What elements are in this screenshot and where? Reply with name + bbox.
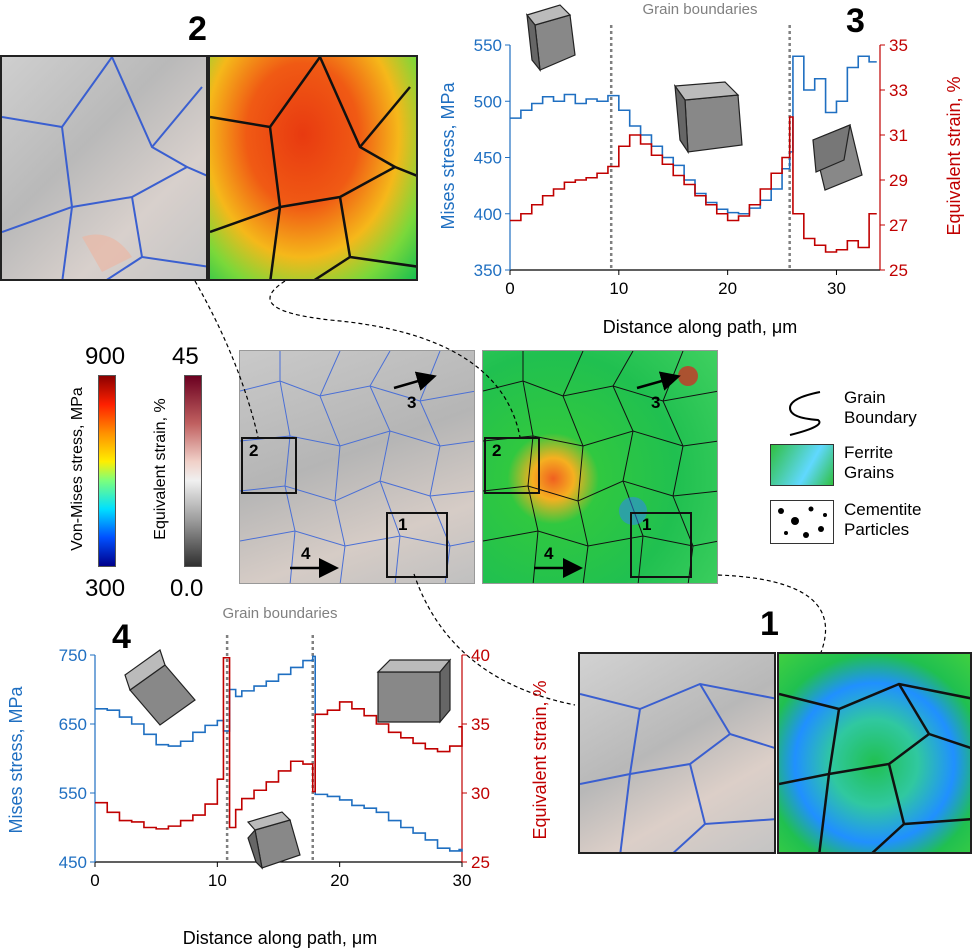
x-tick-label: 0: [90, 871, 99, 890]
map-region-box-2: [241, 437, 297, 494]
y2-tick-label: 40: [471, 646, 490, 665]
chart-3-label: 3: [846, 2, 865, 40]
cementite-legend-icon: [770, 500, 834, 544]
y2-tick-label: 27: [889, 216, 908, 235]
crystal-orientation-cube: [812, 124, 863, 191]
chart-4-label: 4: [112, 618, 131, 656]
chart-4-ylabel: Mises stress, MPa: [6, 686, 26, 834]
x-tick-label: 0: [505, 279, 514, 298]
y2-tick-label: 29: [889, 171, 908, 190]
y-tick-label: 500: [474, 92, 502, 111]
inset-1-strain-image: [777, 652, 972, 854]
map-region-box-2b: [484, 437, 540, 494]
grain-boundary-legend-icon: [788, 391, 821, 436]
strain-colorbar-max: 45: [172, 343, 199, 370]
chart-3: Grain boundaries 0 10 20 30 350 400 450 500 550 2…: [438, 1, 964, 337]
y-tick-label: 450: [59, 853, 87, 872]
crystal-orientation-cube: [673, 81, 743, 155]
y-tick-label: 750: [59, 646, 87, 665]
stress-series-line: [95, 655, 463, 852]
y2-tick-label: 35: [889, 36, 908, 55]
y-tick-label: 550: [59, 784, 87, 803]
map-marker-3: 3: [407, 393, 417, 412]
stress-colorbar-max: 900: [85, 343, 126, 370]
stress-map: [239, 350, 475, 584]
chart-3-xlabel: Distance along path, μm: [603, 317, 797, 337]
y2-tick-label: 25: [889, 261, 908, 280]
strain-series-line: [95, 656, 463, 830]
crystal-orientation-cube: [246, 811, 301, 870]
inset-1-label: 1: [760, 605, 779, 643]
strain-series-line: [510, 116, 877, 253]
y-tick-label: 550: [474, 36, 502, 55]
inset-2-strain-image: [208, 55, 418, 281]
chart-4-annotation: Grain boundaries: [222, 605, 337, 622]
crystal-orientation-cube: [376, 658, 452, 724]
grain-boundary-network: [779, 682, 970, 852]
y2-tick-label: 35: [471, 715, 490, 734]
y-tick-label: 450: [474, 149, 502, 168]
y2-tick-label: 30: [471, 784, 490, 803]
x-tick-label: 20: [330, 871, 349, 890]
map-marker-2: 2: [249, 441, 259, 460]
y-tick-label: 650: [59, 715, 87, 734]
x-tick-label: 10: [609, 279, 628, 298]
inset-2-label: 2: [188, 10, 207, 48]
x-tick-label: 20: [718, 279, 737, 298]
x-tick-label: 30: [453, 871, 472, 890]
chart-3-ylabel: Mises stress, MPa: [438, 82, 458, 230]
chart-3-ylabel2: Equivalent strain, %: [944, 76, 964, 235]
path-arrow-3b: [636, 371, 681, 391]
grain-boundary-network: [240, 351, 474, 583]
legend-cementite: Cementite Particles: [844, 500, 922, 539]
crystal-orientation-cube: [525, 4, 576, 72]
strain-colorbar-min: 0.0: [170, 575, 204, 602]
map-marker-4b: 4: [544, 544, 554, 563]
stress-colorbar: [98, 375, 116, 567]
y2-tick-label: 31: [889, 126, 908, 145]
ferrite-legend-icon: [770, 444, 834, 486]
path-arrow-3: [393, 371, 437, 391]
legend-ferrite: Ferrite Grains: [844, 443, 895, 482]
map-marker-1: 1: [398, 515, 408, 534]
crystal-orientation-cube: [124, 649, 196, 726]
y-tick-label: 350: [474, 261, 502, 280]
inset-2-stress-image: [0, 55, 208, 281]
x-tick-label: 30: [827, 279, 846, 298]
chart-4: Grain boundaries 0 10 20 304505506507502530…: [6, 605, 550, 948]
legend-grain-boundary: Grain Boundary: [844, 388, 917, 427]
stress-colorbar-min: 300: [85, 575, 126, 602]
grain-boundary-network: [483, 351, 717, 583]
chart-4-xlabel: Distance along path, μm: [183, 928, 377, 948]
grain-boundary-network: [580, 682, 774, 852]
map-region-box-1b: [630, 512, 692, 578]
map-marker-4: 4: [301, 544, 311, 563]
strain-colorbar: [184, 375, 202, 567]
y2-tick-label: 25: [471, 853, 490, 872]
inset-1-stress-image: [578, 652, 776, 854]
map-marker-1b: 1: [642, 515, 652, 534]
y2-tick-label: 33: [889, 81, 908, 100]
x-tick-label: 10: [208, 871, 227, 890]
grain-boundary-network: [210, 57, 416, 279]
map-region-box-1: [386, 512, 448, 578]
grain-boundary-network: [2, 57, 206, 279]
stress-series-line: [510, 55, 877, 215]
chart-4-ylabel2: Equivalent strain, %: [530, 680, 550, 839]
chart-3-annotation: Grain boundaries: [642, 1, 757, 18]
y-tick-label: 400: [474, 205, 502, 224]
map-marker-3b: 3: [651, 393, 661, 412]
map-marker-2b: 2: [492, 441, 502, 460]
